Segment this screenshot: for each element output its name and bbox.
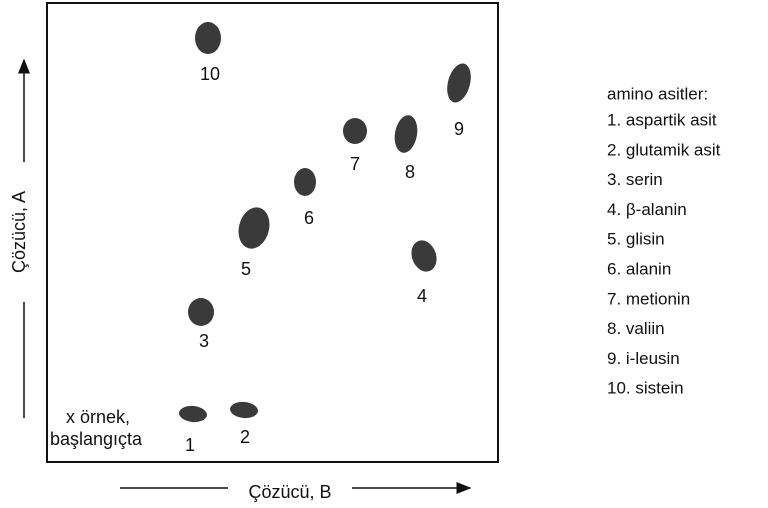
spot-label: 6 bbox=[304, 208, 314, 228]
spot bbox=[394, 115, 418, 153]
legend-item: 5. glisin bbox=[607, 230, 665, 249]
legend-item: 6. alanin bbox=[607, 259, 671, 278]
spot-label: 10 bbox=[200, 64, 220, 84]
legend-item: 9. i-leusin bbox=[607, 349, 680, 368]
origin-note: başlangıçta bbox=[50, 429, 143, 449]
spot bbox=[179, 405, 207, 423]
legend-item: 1. aspartik asit bbox=[607, 110, 717, 129]
spot-label: 2 bbox=[240, 427, 250, 447]
legend-item: 7. metionin bbox=[607, 289, 690, 308]
spot-label: 7 bbox=[350, 154, 360, 174]
spot bbox=[188, 298, 214, 326]
spot-label: 4 bbox=[417, 286, 427, 306]
x-axis-label: Çözücü, B bbox=[248, 482, 331, 502]
spot-label: 9 bbox=[454, 119, 464, 139]
spot bbox=[411, 240, 437, 272]
spot bbox=[195, 22, 221, 54]
spot bbox=[238, 207, 270, 249]
spot-label: 8 bbox=[405, 162, 415, 182]
spot bbox=[343, 118, 367, 144]
origin-note: x örnek, bbox=[66, 407, 130, 427]
spot-label: 5 bbox=[241, 259, 251, 279]
plate bbox=[46, 2, 499, 463]
spot-label: 1 bbox=[185, 435, 195, 455]
legend-item: 4. β-alanin bbox=[607, 200, 687, 219]
legend-item: 3. serin bbox=[607, 170, 663, 189]
spot bbox=[294, 168, 316, 196]
legend-item: 2. glutamik asit bbox=[607, 140, 721, 159]
legend-title: amino asitler: bbox=[607, 84, 708, 103]
spot bbox=[230, 401, 258, 419]
spot-label: 3 bbox=[199, 331, 209, 351]
spot bbox=[447, 63, 471, 103]
y-axis-label: Çözücü, A bbox=[9, 191, 29, 273]
legend-item: 10. sistein bbox=[607, 379, 684, 398]
legend-item: 8. valiin bbox=[607, 319, 665, 338]
